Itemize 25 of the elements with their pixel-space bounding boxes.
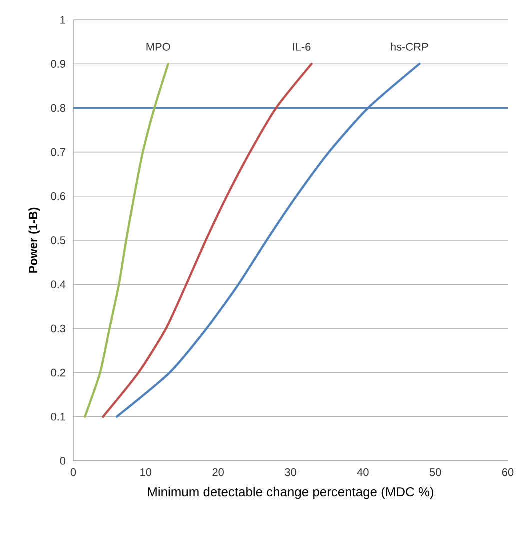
y-tick-label: 0.9 (51, 60, 66, 68)
y-tick-label: 1 (60, 16, 66, 24)
series-label: IL-6 (293, 43, 311, 51)
line-series (102, 63, 313, 418)
y-tick-label: 0 (60, 457, 66, 465)
x-tick-label: 40 (357, 468, 369, 476)
series-label: MPO (146, 43, 170, 51)
y-tick-label: 0.5 (51, 236, 66, 244)
y-tick-label: 0.7 (51, 148, 66, 156)
x-tick-label: 20 (212, 468, 224, 476)
y-tick-label: 0.6 (51, 192, 66, 200)
y-tick-label: 0.8 (51, 104, 66, 112)
line-series (84, 63, 170, 418)
series-label: hs-CRP (391, 42, 428, 51)
y-tick-label: 0.2 (51, 368, 66, 377)
x-tick-label: 30 (285, 468, 296, 476)
x-tick-label: 10 (140, 468, 152, 476)
x-tick-label: 60 (502, 468, 514, 476)
x-tick-label: 50 (430, 468, 442, 476)
y-tick-label: 0.3 (51, 324, 66, 333)
x-axis-title: Minimum detectable change percentage (MDC %) (148, 487, 434, 500)
y-tick-label: 0.4 (51, 280, 66, 288)
x-tick-label: 0 (70, 468, 76, 476)
y-tick-label: 0.1 (51, 413, 66, 421)
y-axis-title: Power (1-B) (28, 208, 40, 273)
